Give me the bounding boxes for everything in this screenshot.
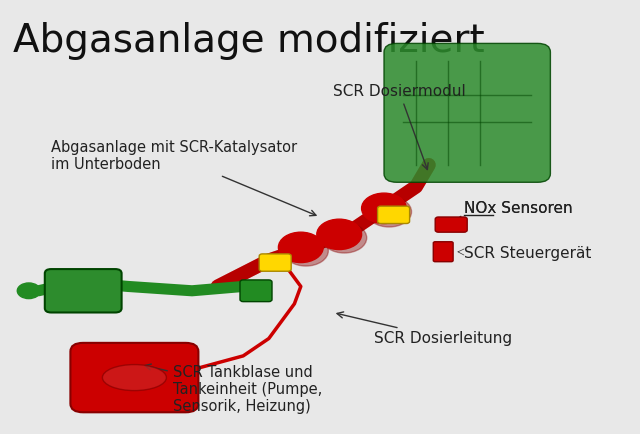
Text: NOx Sensoren: NOx Sensoren (464, 201, 573, 216)
Circle shape (362, 193, 406, 224)
FancyBboxPatch shape (259, 254, 291, 271)
FancyBboxPatch shape (433, 242, 453, 262)
Circle shape (317, 219, 362, 250)
Ellipse shape (102, 365, 166, 391)
FancyBboxPatch shape (45, 269, 122, 312)
Text: SCR Tankblase und
Tankeinheit (Pumpe,
Sensorik, Heizung): SCR Tankblase und Tankeinheit (Pumpe, Se… (145, 364, 322, 414)
Text: SCR Steuergerät: SCR Steuergerät (458, 247, 591, 261)
FancyBboxPatch shape (240, 280, 272, 302)
FancyBboxPatch shape (378, 206, 410, 224)
Text: NOx Sensoren: NOx Sensoren (456, 201, 573, 222)
Circle shape (367, 197, 412, 227)
Text: SCR Dosierleitung: SCR Dosierleitung (337, 312, 513, 346)
FancyBboxPatch shape (384, 43, 550, 182)
Circle shape (278, 232, 323, 263)
FancyBboxPatch shape (435, 217, 467, 232)
Circle shape (284, 236, 328, 266)
Circle shape (322, 223, 367, 253)
Circle shape (17, 283, 40, 299)
Text: SCR Dosiermodul: SCR Dosiermodul (333, 84, 465, 170)
FancyBboxPatch shape (70, 343, 198, 412)
Text: Abgasanlage mit SCR-Katalysator
im Unterboden: Abgasanlage mit SCR-Katalysator im Unter… (51, 140, 316, 216)
Text: Abgasanlage modifiziert: Abgasanlage modifiziert (13, 22, 484, 60)
